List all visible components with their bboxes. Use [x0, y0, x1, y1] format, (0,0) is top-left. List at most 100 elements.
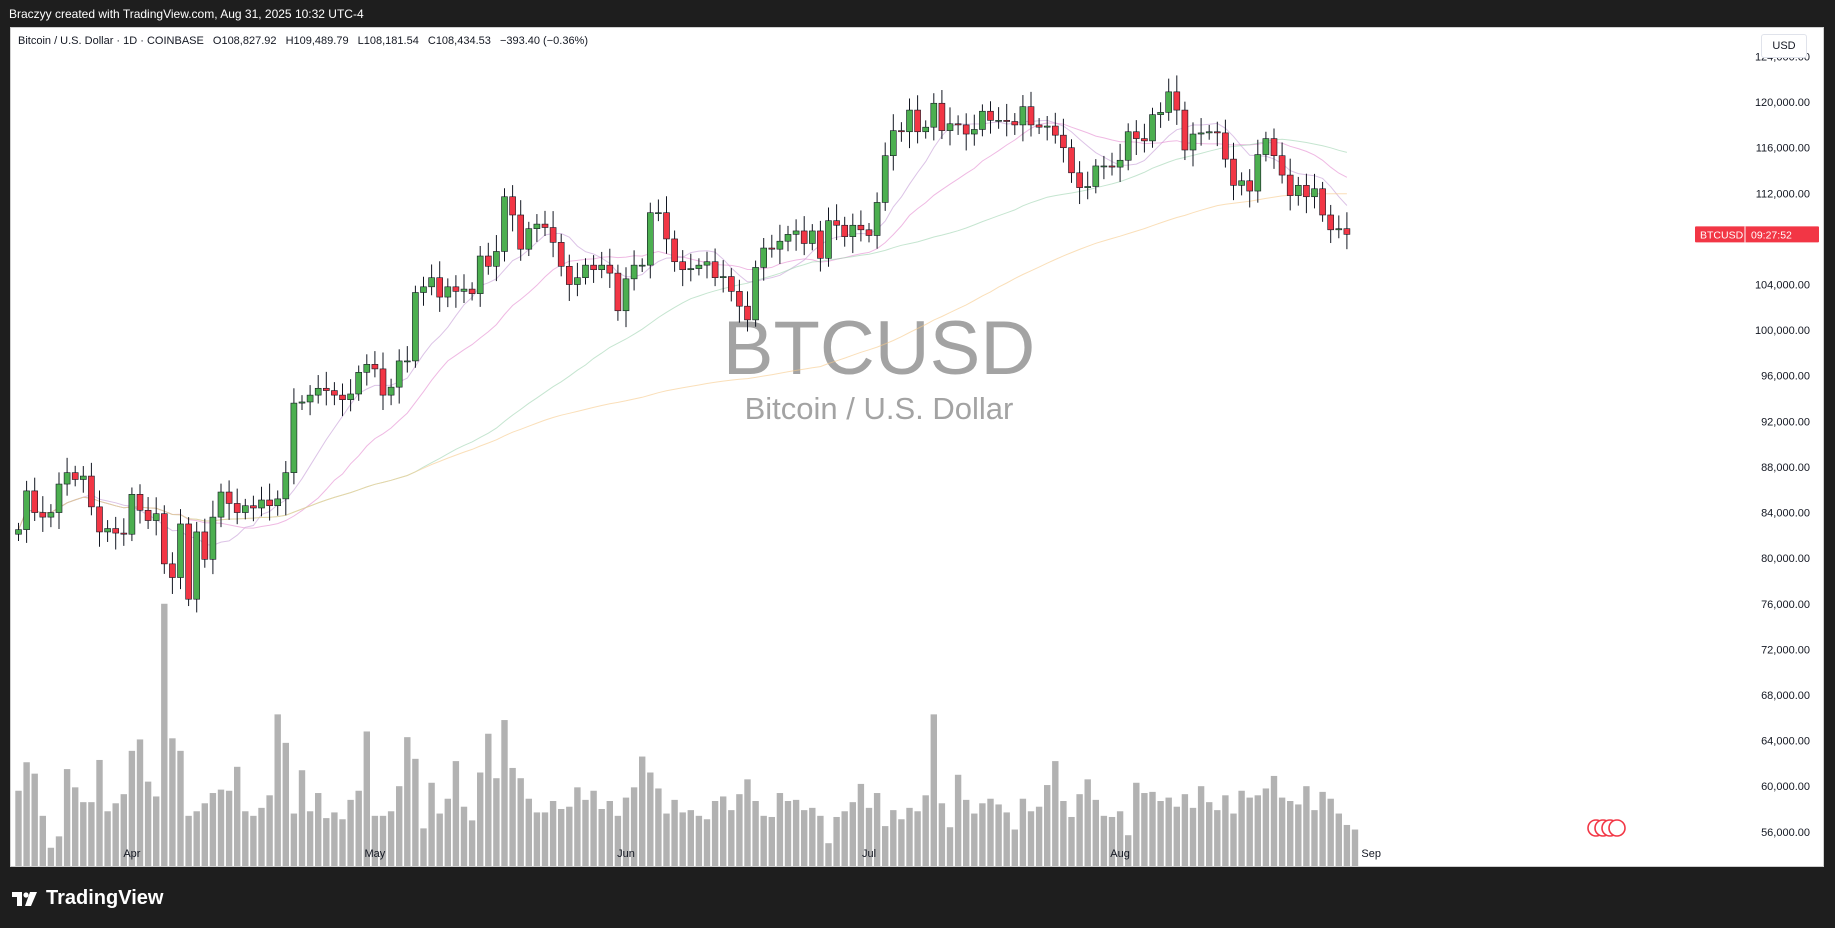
candle-down — [1278, 155, 1286, 176]
volume-bar — [801, 810, 808, 866]
candle — [71, 465, 79, 487]
volume-bar — [1035, 806, 1043, 866]
volume-bar — [687, 810, 694, 866]
candle — [274, 490, 282, 516]
candle-up — [970, 129, 978, 135]
candle-up — [501, 196, 508, 252]
volume-bar — [323, 818, 330, 866]
volume-bar — [460, 806, 468, 866]
volume-bar — [971, 813, 978, 866]
candle — [1311, 173, 1318, 209]
candle — [752, 260, 759, 327]
candle — [784, 225, 792, 252]
candle-up — [47, 512, 55, 518]
candle-down — [606, 264, 614, 274]
volume-bar — [954, 774, 962, 866]
candle-up — [1254, 154, 1262, 192]
candle-up — [687, 268, 695, 271]
y-tick-label: 96,000.00 — [1761, 371, 1810, 383]
candle — [104, 520, 111, 542]
candle-down — [322, 387, 330, 391]
candle — [1076, 161, 1083, 205]
volume-bar — [485, 733, 492, 866]
volume-bar — [1068, 816, 1075, 866]
volume-bar — [711, 801, 719, 866]
volume-bar — [185, 815, 192, 866]
candle — [695, 258, 703, 276]
volume-bar — [1076, 794, 1083, 866]
tradingview-logo[interactable]: TradingView — [12, 887, 163, 910]
volume-bar — [517, 778, 524, 866]
volume-bar — [906, 807, 913, 866]
volume-bar — [898, 819, 905, 866]
volume-bar — [55, 836, 63, 866]
volume-bar — [720, 796, 727, 866]
volume-bar — [1246, 797, 1253, 866]
candle — [979, 104, 986, 137]
volume-bar — [679, 812, 686, 866]
volume-bar — [1254, 795, 1261, 866]
volume-bar — [1019, 798, 1027, 866]
volume-bar — [468, 820, 476, 866]
volume-bar — [744, 779, 751, 866]
candle — [47, 504, 55, 528]
candle-down — [484, 255, 492, 267]
candle — [792, 219, 800, 251]
candle — [873, 192, 881, 249]
candle-up — [444, 286, 452, 298]
candle — [671, 230, 678, 272]
candle — [1100, 155, 1108, 180]
candle — [1214, 121, 1221, 147]
candle-down — [71, 472, 79, 480]
candle-down — [768, 247, 776, 250]
candle-down — [1214, 131, 1221, 134]
candle-down — [161, 513, 168, 565]
x-tick-label: Jul — [862, 848, 876, 860]
volume-bar — [306, 811, 314, 866]
candle — [290, 388, 298, 485]
candle — [233, 488, 241, 525]
candle-up — [306, 394, 314, 403]
candle — [80, 466, 87, 493]
candle — [1335, 215, 1343, 239]
candle — [1116, 143, 1124, 182]
volume-bar — [47, 847, 55, 866]
volume-bar — [590, 790, 597, 866]
candle-up — [104, 528, 111, 533]
low-value: L108,181.54 — [357, 35, 419, 47]
symbol-label[interactable]: Bitcoin / U.S. Dollar · 1D · COINBASE — [18, 35, 204, 47]
volume-bar — [792, 799, 800, 866]
candle-up — [428, 277, 435, 288]
candle-down — [1173, 91, 1181, 111]
volume-bar — [566, 806, 573, 866]
volume-bar — [1189, 807, 1197, 866]
candle-down — [1035, 124, 1043, 128]
candle — [282, 461, 290, 516]
volume-bar — [258, 807, 265, 866]
volume-bar — [1173, 806, 1180, 866]
candle — [946, 107, 954, 146]
candle — [525, 221, 533, 257]
candle — [995, 107, 1002, 129]
candle — [517, 200, 525, 261]
candle — [679, 250, 687, 287]
volume-bar — [1084, 779, 1091, 866]
currency-selector[interactable]: USD — [1761, 34, 1807, 58]
candle — [371, 351, 379, 378]
candle-up — [1189, 133, 1197, 151]
candle-down — [1076, 172, 1083, 188]
volume-bar — [890, 810, 897, 866]
candle — [808, 224, 816, 251]
candle-up — [314, 387, 322, 396]
candle-down — [1319, 188, 1326, 216]
candle — [322, 371, 330, 406]
candle-up — [290, 402, 298, 473]
candle — [63, 457, 71, 496]
candle-up — [460, 288, 468, 292]
candle — [209, 500, 217, 575]
candle — [614, 264, 622, 321]
candle — [549, 211, 557, 258]
candle-up — [420, 286, 427, 293]
